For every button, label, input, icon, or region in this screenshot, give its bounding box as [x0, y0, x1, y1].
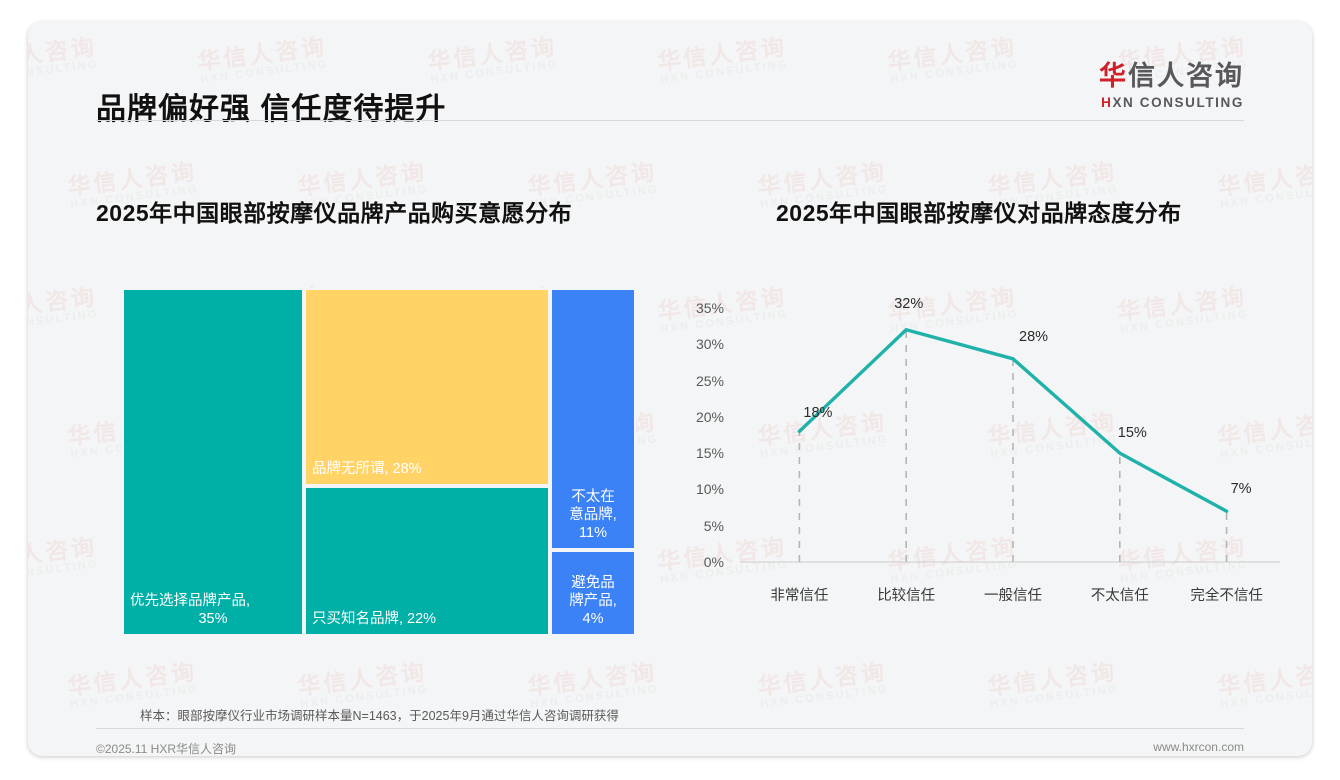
treemap-cell[interactable]: 品牌无所谓, 28% [304, 288, 550, 486]
treemap-cell[interactable]: 不太在 意品牌, 11% [550, 288, 636, 550]
treemap-cell[interactable]: 避免品 牌产品, 4% [550, 550, 636, 636]
y-axis-tick-label: 30% [695, 336, 724, 353]
y-axis-tick-label: 35% [695, 300, 724, 316]
brand-attitude-line-chart: 0% 5% 10% 15% 20% 25% 30% 35% 非常信任 比较信任 一般信任 不太信任 完全… [678, 284, 1298, 624]
header-divider [96, 120, 1244, 121]
data-point-label: 15% [1117, 425, 1147, 442]
x-axis-tick-label: 一般信任 [984, 588, 1042, 604]
treemap-cell-label: 品牌无所谓, 28% [312, 460, 422, 477]
data-point-label: 28% [1019, 328, 1049, 345]
y-axis-tick-label: 5% [703, 517, 724, 534]
slide-header: 品牌偏好强 信任度待提升 华信人咨询 HXN CONSULTING [28, 22, 1312, 126]
y-axis-tick-label: 25% [695, 372, 724, 389]
company-logo: 华信人咨询 HXN CONSULTING [1099, 61, 1244, 110]
treemap-cell-label: 避免品 牌产品, 4% [569, 574, 617, 627]
data-point-label: 32% [894, 295, 924, 312]
y-axis-tick-label: 20% [695, 408, 724, 425]
right-chart-title: 2025年中国眼部按摩仪对品牌态度分布 [776, 200, 1182, 226]
purchase-intent-treemap: 优先选择品牌产品, 35% 品牌无所谓, 28% 只买知名品牌, 22% 不太在 意品牌,… [122, 288, 636, 636]
x-axis-tick-label: 完全不信任 [1190, 588, 1263, 604]
y-axis-tick-label: 15% [695, 445, 724, 462]
treemap-cell-label: 只买知名品牌, 22% [312, 610, 437, 627]
treemap-cell-label: 优先选择品牌产品, 35% [130, 592, 251, 627]
footer-website: www.hxrcon.com [1153, 740, 1244, 754]
x-axis-tick-label: 比较信任 [877, 588, 936, 604]
logo-en-rest: XN CONSULTING [1112, 94, 1244, 110]
left-chart-title: 2025年中国眼部按摩仪品牌产品购买意愿分布 [96, 200, 573, 226]
footer-copyright: ©2025.11 HXR华信人咨询 [96, 742, 236, 756]
treemap-cell[interactable]: 优先选择品牌产品, 35% [122, 288, 304, 636]
y-axis-tick-label: 10% [695, 481, 724, 498]
treemap-cell-label: 不太在 意品牌, 11% [569, 488, 617, 541]
logo-english: HXN CONSULTING [1099, 95, 1244, 110]
logo-en-accent: H [1101, 94, 1113, 110]
data-point-label: 7% [1230, 481, 1252, 498]
x-axis-tick-label: 不太信任 [1090, 588, 1149, 604]
y-axis-tick-label: 0% [703, 554, 724, 570]
data-point-label: 18% [803, 405, 833, 422]
treemap-cell[interactable]: 只买知名品牌, 22% [304, 486, 550, 636]
logo-accent-char: 华 [1099, 61, 1128, 91]
x-axis-tick-label: 非常信任 [770, 588, 829, 604]
logo-chinese-rest: 信人咨询 [1128, 61, 1244, 91]
data-series-line [797, 328, 1229, 513]
footer-divider [96, 728, 1244, 729]
sample-note: 样本：眼部按摩仪行业市场调研样本量N=1463，于2025年9月通过华信人咨询调… [140, 709, 619, 723]
line-chart-svg [740, 328, 1280, 563]
page-title: 品牌偏好强 信任度待提升 [96, 93, 447, 126]
logo-chinese: 华信人咨询 [1099, 61, 1244, 92]
